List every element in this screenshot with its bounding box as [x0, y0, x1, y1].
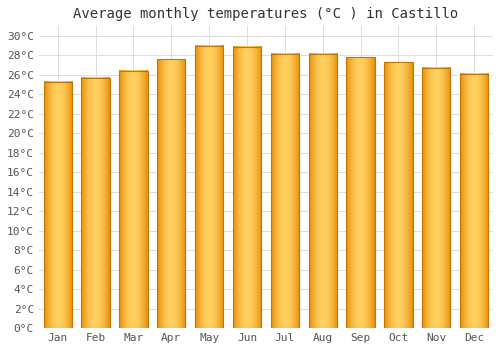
Bar: [119, 71, 148, 328]
Bar: [44, 82, 72, 328]
Title: Average monthly temperatures (°C ) in Castillo: Average monthly temperatures (°C ) in Ca…: [74, 7, 458, 21]
Bar: [384, 62, 412, 328]
Bar: [195, 46, 224, 328]
Bar: [422, 68, 450, 328]
Bar: [308, 54, 337, 328]
Bar: [346, 57, 375, 328]
Bar: [157, 60, 186, 328]
Bar: [82, 78, 110, 328]
Bar: [270, 54, 299, 328]
Bar: [460, 74, 488, 328]
Bar: [233, 47, 261, 328]
